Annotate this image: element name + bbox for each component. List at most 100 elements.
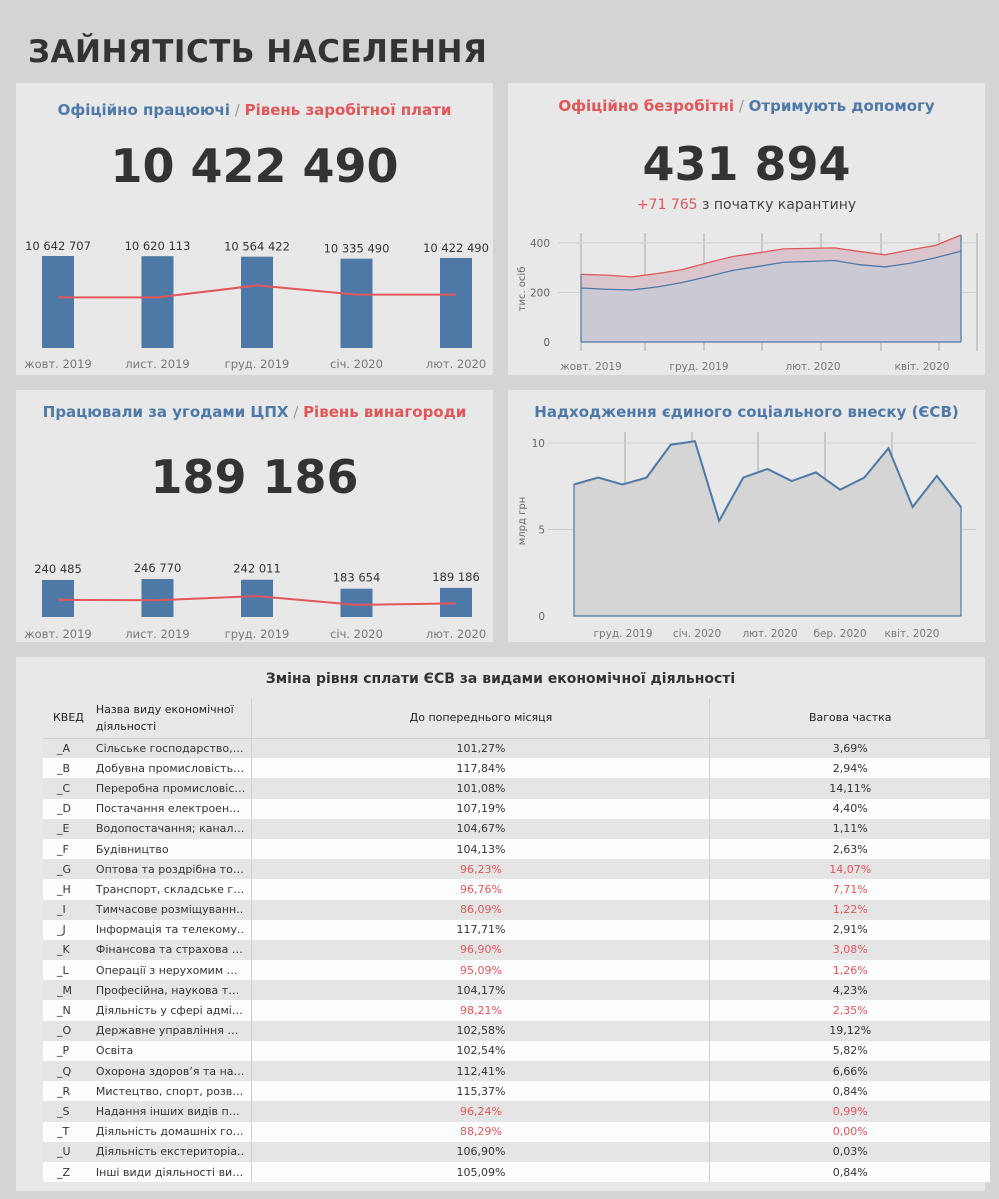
cell-weight-share: 1,26% [709,960,990,981]
x-tick-label: груд. 2019 [669,361,728,373]
table-row: _N Діяльність у сфері адміні.. 98,21% 2,35% [43,1000,990,1021]
cell-prev-month: 106,90% [251,1141,711,1162]
cell-kved: _L [43,960,90,981]
cell-weight-share: 0,84% [709,1081,990,1102]
cell-kved: _O [43,1020,90,1041]
panel-table: Зміна рівня сплати ЄСВ за видами економі… [16,657,990,1191]
x-tick-label: січ. 2020 [673,628,721,640]
x-tick-label: січ. 2020 [330,627,383,641]
cell-kved: _G [43,859,90,880]
x-tick-label: лют. 2020 [785,361,840,373]
chart-esv: 0 5 10 груд. 2019 січ. 2020 лют. 2020 бер. 202… [517,432,976,640]
delta-text: з початку карантину [697,197,857,213]
kpi-unemployed-delta: +71 765 з початку карантину [508,197,985,213]
cell-kved: _Z [43,1161,90,1183]
title-separator: / [288,403,304,421]
x-tick-label: жовт. 2019 [24,357,91,371]
x-tick-label: груд. 2019 [225,627,290,641]
page-title: ЗАЙНЯТІСТЬ НАСЕЛЕННЯ [28,34,488,70]
panel-employed: Офіційно працюючі / Рівень заробітної пл… [16,83,493,375]
table-row: _A Сільське господарство, л.. 101,27% 3,69% [43,738,990,759]
cell-activity-name: Операції з нерухомим ма.. [89,960,253,981]
header-prev-month: До попереднього місяця [251,698,711,739]
cell-prev-month: 112,41% [251,1061,711,1082]
title-gph: Працювали за угодами ЦПХ [42,403,289,421]
bar-data-label: 10 422 490 [423,241,489,255]
table-row: _H Транспорт, складське гос.. 96,76% 7,71% [43,879,990,900]
table-row: _G Оптова та роздрібна тор.. 96,23% 14,07% [43,859,990,880]
panel-gph-title: Працювали за угодами ЦПХ / Рівень винаго… [16,403,493,421]
cell-prev-month: 102,54% [251,1040,711,1061]
cell-kved: _J [43,919,90,940]
cell-weight-share: 19,12% [709,1020,990,1041]
y-tick-label: 0 [543,337,550,349]
cell-activity-name: Переробна промисловість [89,778,253,799]
cell-activity-name: Тимчасове розміщуванн.. [89,899,253,920]
cell-weight-share: 2,63% [709,838,990,860]
wage-level-line [57,595,457,606]
area-esv [573,440,962,617]
cell-kved: _U [43,1141,90,1162]
chart-employed: 10 642 707 жовт. 2019 10 620 113 лист. 2019… [24,239,489,371]
cell-weight-share: 0,00% [709,1121,990,1142]
panel-gph: Працювали за угодами ЦПХ / Рівень винаго… [16,390,493,642]
cell-activity-name: Діяльність домашніх гос.. [89,1121,253,1142]
x-tick-label: січ. 2020 [330,357,383,371]
cell-activity-name: Будівництво [89,838,253,860]
table-title: Зміна рівня сплати ЄСВ за видами економі… [265,671,736,687]
bar-data-label: 242 011 [233,562,281,576]
table-row: _I Тимчасове розміщуванн.. 86,09% 1,22% [43,899,990,920]
cell-weight-share: 2,94% [709,758,990,779]
cell-kved: _A [43,738,90,759]
cell-kved: _Q [43,1061,90,1082]
cell-prev-month: 104,67% [251,818,711,839]
bar [440,587,472,617]
cell-kved: _K [43,939,90,961]
cell-prev-month: 95,09% [251,960,711,981]
cell-kved: _H [43,879,90,900]
cell-kved: _R [43,1081,90,1102]
cell-weight-share: 3,08% [709,939,990,961]
table-row: _D Постачання електроенер.. 107,19% 4,40% [43,798,990,819]
title-unemployed: Офіційно безробітні [558,97,735,115]
bar [241,579,273,617]
cell-kved: _M [43,980,90,1001]
table-row: _Z Інші види діяльності вид .. 105,09% 0,84… [43,1161,990,1183]
cell-activity-name: Інші види діяльності вид .. [89,1161,253,1183]
x-tick-label: лист. 2019 [125,357,189,371]
cell-prev-month: 96,76% [251,879,711,900]
cell-weight-share: 5,82% [709,1040,990,1061]
table-row: _M Професійна, наукова та т.. 104,17% 4,23% [43,980,990,1001]
cell-activity-name: Транспорт, складське гос.. [89,879,253,900]
table-row: _P Освіта 102,54% 5,82% [43,1040,990,1061]
cell-prev-month: 101,27% [251,738,711,759]
header-kved: КВЕД [43,698,90,739]
cell-prev-month: 102,58% [251,1020,711,1041]
bar-data-label: 10 335 490 [324,242,390,256]
title-separator: / [734,97,749,115]
table-row: _B Добувна промисловість і .. 117,84% 2,94% [43,758,990,779]
cell-kved: _D [43,798,90,819]
cell-weight-share: 14,11% [709,778,990,799]
cell-prev-month: 107,19% [251,798,711,819]
table-row: _F Будівництво 104,13% 2,63% [43,838,990,860]
cell-activity-name: Фінансова та страхова ді.. [89,939,253,961]
cell-prev-month: 98,21% [251,1000,711,1021]
cell-prev-month: 104,13% [251,838,711,860]
cell-prev-month: 96,23% [251,859,711,880]
cell-weight-share: 0,84% [709,1161,990,1183]
line-esv [573,440,962,524]
title-reward-level: Рівень винагороди [303,403,467,421]
table-row: _J Інформація та телекому.. 117,71% 2,91% [43,919,990,940]
cell-prev-month: 104,17% [251,980,711,1001]
bar-data-label: 10 642 707 [25,239,91,253]
cell-activity-name: Водопостачання; каналіз.. [89,818,253,839]
cell-prev-month: 96,24% [251,1101,711,1122]
table-row: _Q Охорона здоров’я та над.. 112,41% 6,66% [43,1061,990,1082]
cell-weight-share: 0,99% [709,1101,990,1122]
table-header-row: КВЕД Назва виду економічної діяльності Д… [43,698,990,739]
line-receive-aid [580,250,962,291]
y-tick-label: 10 [532,438,545,450]
header-activity-name: Назва виду економічної діяльності [89,698,253,739]
bar [340,258,373,348]
